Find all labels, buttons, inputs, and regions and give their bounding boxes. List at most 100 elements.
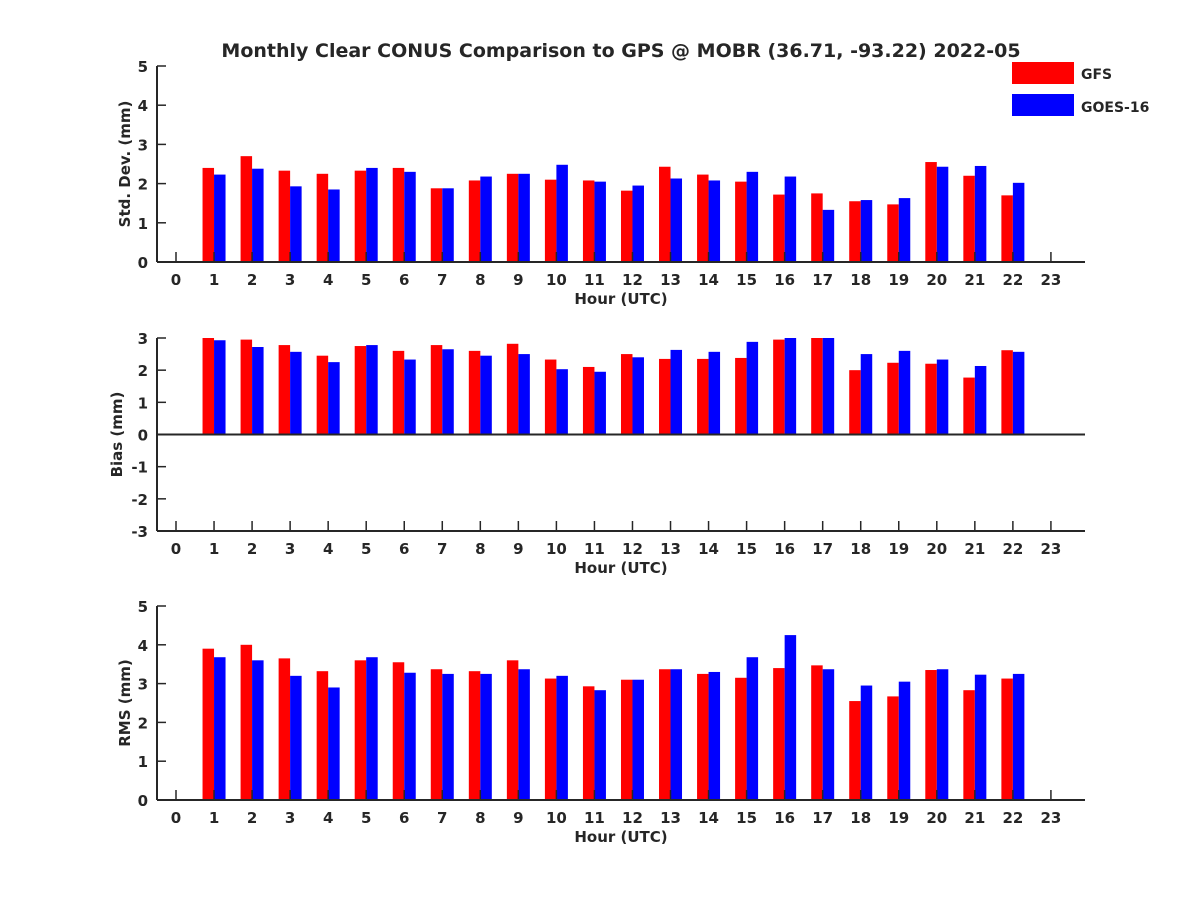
x-tick-label: 16 bbox=[774, 809, 795, 827]
y-tick-label: -3 bbox=[131, 523, 148, 541]
bar-goes16-hour-5 bbox=[366, 657, 378, 800]
bar-goes16-hour-13 bbox=[670, 669, 683, 800]
y-tick-label: 3 bbox=[138, 330, 148, 348]
bar-gfs-hour-21 bbox=[963, 175, 975, 262]
x-tick-label: 13 bbox=[660, 271, 681, 289]
legend-label-goes16: GOES-16 bbox=[1081, 100, 1149, 116]
x-tick-label: 7 bbox=[437, 809, 447, 827]
x-tick-label: 11 bbox=[584, 271, 605, 289]
x-tick-label: 7 bbox=[437, 271, 447, 289]
bar-goes16-hour-12 bbox=[632, 679, 644, 800]
bar-gfs-hour-4 bbox=[316, 671, 329, 800]
x-tick-label: 12 bbox=[622, 540, 643, 558]
x-tick-label: 13 bbox=[660, 809, 681, 827]
x-tick-label: 10 bbox=[546, 809, 567, 827]
bar-gfs-hour-11 bbox=[582, 180, 595, 262]
y-tick-label: 2 bbox=[138, 714, 148, 732]
bar-goes16-hour-2 bbox=[252, 168, 264, 262]
x-tick-label: 7 bbox=[437, 540, 447, 558]
bar-gfs-hour-22 bbox=[1001, 350, 1013, 435]
x-tick-label: 2 bbox=[247, 540, 257, 558]
bar-goes16-hour-4 bbox=[328, 362, 340, 435]
x-tick-label: 23 bbox=[1040, 540, 1061, 558]
bar-goes16-hour-8 bbox=[480, 176, 492, 262]
x-tick-label: 2 bbox=[247, 809, 257, 827]
x-tick-label: 21 bbox=[964, 271, 985, 289]
bar-goes16-hour-1 bbox=[214, 657, 226, 800]
bar-gfs-hour-10 bbox=[544, 179, 557, 262]
bar-goes16-hour-10 bbox=[556, 164, 568, 262]
bar-gfs-hour-5 bbox=[354, 170, 367, 262]
x-tick-label: 9 bbox=[513, 809, 523, 827]
x-tick-label: 21 bbox=[964, 540, 985, 558]
legend-swatch-gfs bbox=[1012, 62, 1074, 84]
bar-gfs-hour-10 bbox=[544, 678, 557, 800]
x-tick-label: 17 bbox=[812, 540, 833, 558]
x-tick-label: 3 bbox=[285, 271, 295, 289]
bar-gfs-hour-22 bbox=[1001, 678, 1013, 800]
bar-gfs-hour-5 bbox=[354, 346, 367, 435]
bar-gfs-hour-17 bbox=[811, 193, 823, 262]
bar-gfs-hour-1 bbox=[202, 338, 215, 435]
bar-goes16-hour-20 bbox=[936, 359, 949, 435]
bar-gfs-hour-4 bbox=[316, 355, 329, 435]
bar-gfs-hour-19 bbox=[887, 696, 899, 800]
x-tick-label: 18 bbox=[850, 271, 871, 289]
x-tick-label: 9 bbox=[513, 540, 523, 558]
y-tick-label: 3 bbox=[138, 136, 148, 154]
bar-goes16-hour-11 bbox=[594, 181, 606, 262]
y-tick-label: 5 bbox=[138, 58, 148, 76]
legend-swatch-goes16 bbox=[1012, 94, 1074, 116]
bar-goes16-hour-19 bbox=[898, 350, 911, 435]
x-axis-label: Hour (UTC) bbox=[574, 559, 667, 577]
y-tick-label: 0 bbox=[138, 427, 148, 445]
bar-gfs-hour-15 bbox=[735, 357, 747, 435]
x-tick-label: 2 bbox=[247, 271, 257, 289]
bar-goes16-hour-8 bbox=[480, 673, 492, 800]
bar-goes16-hour-15 bbox=[746, 171, 759, 262]
bar-gfs-hour-15 bbox=[735, 181, 747, 262]
bar-gfs-hour-14 bbox=[697, 358, 709, 435]
x-tick-label: 12 bbox=[622, 271, 643, 289]
bar-gfs-hour-9 bbox=[506, 660, 519, 800]
bar-goes16-hour-15 bbox=[746, 657, 759, 800]
bar-goes16-hour-16 bbox=[784, 338, 797, 435]
x-tick-label: 9 bbox=[513, 271, 523, 289]
y-tick-label: 1 bbox=[138, 753, 148, 771]
x-tick-label: 20 bbox=[926, 540, 947, 558]
bar-goes16-hour-13 bbox=[670, 178, 683, 262]
x-tick-label: 0 bbox=[171, 540, 181, 558]
bar-gfs-hour-8 bbox=[468, 671, 481, 800]
x-tick-label: 0 bbox=[171, 271, 181, 289]
bar-goes16-hour-15 bbox=[746, 341, 759, 435]
x-tick-label: 4 bbox=[323, 271, 333, 289]
bar-goes16-hour-9 bbox=[518, 669, 530, 800]
bar-gfs-hour-20 bbox=[925, 162, 937, 262]
bar-goes16-hour-18 bbox=[860, 200, 873, 262]
bar-gfs-hour-1 bbox=[202, 648, 215, 800]
bar-gfs-hour-19 bbox=[887, 362, 899, 435]
bar-gfs-hour-3 bbox=[278, 345, 291, 435]
bar-goes16-hour-3 bbox=[290, 351, 302, 435]
x-tick-label: 12 bbox=[622, 809, 643, 827]
x-tick-label: 18 bbox=[850, 540, 871, 558]
bar-goes16-hour-17 bbox=[822, 338, 835, 435]
x-tick-label: 22 bbox=[1002, 809, 1023, 827]
x-tick-label: 13 bbox=[660, 540, 681, 558]
bar-gfs-hour-16 bbox=[773, 339, 785, 435]
x-tick-label: 3 bbox=[285, 540, 295, 558]
bar-goes16-hour-14 bbox=[708, 180, 721, 262]
bar-gfs-hour-18 bbox=[849, 201, 861, 262]
legend-label-gfs: GFS bbox=[1081, 67, 1112, 83]
bar-goes16-hour-9 bbox=[518, 354, 530, 435]
y-tick-label: 1 bbox=[138, 394, 148, 412]
x-tick-label: 3 bbox=[285, 809, 295, 827]
bar-goes16-hour-2 bbox=[252, 347, 264, 435]
bar-goes16-hour-6 bbox=[404, 359, 416, 435]
y-tick-label: 1 bbox=[138, 215, 148, 233]
bar-gfs-hour-13 bbox=[659, 166, 671, 262]
bar-goes16-hour-5 bbox=[366, 167, 378, 262]
